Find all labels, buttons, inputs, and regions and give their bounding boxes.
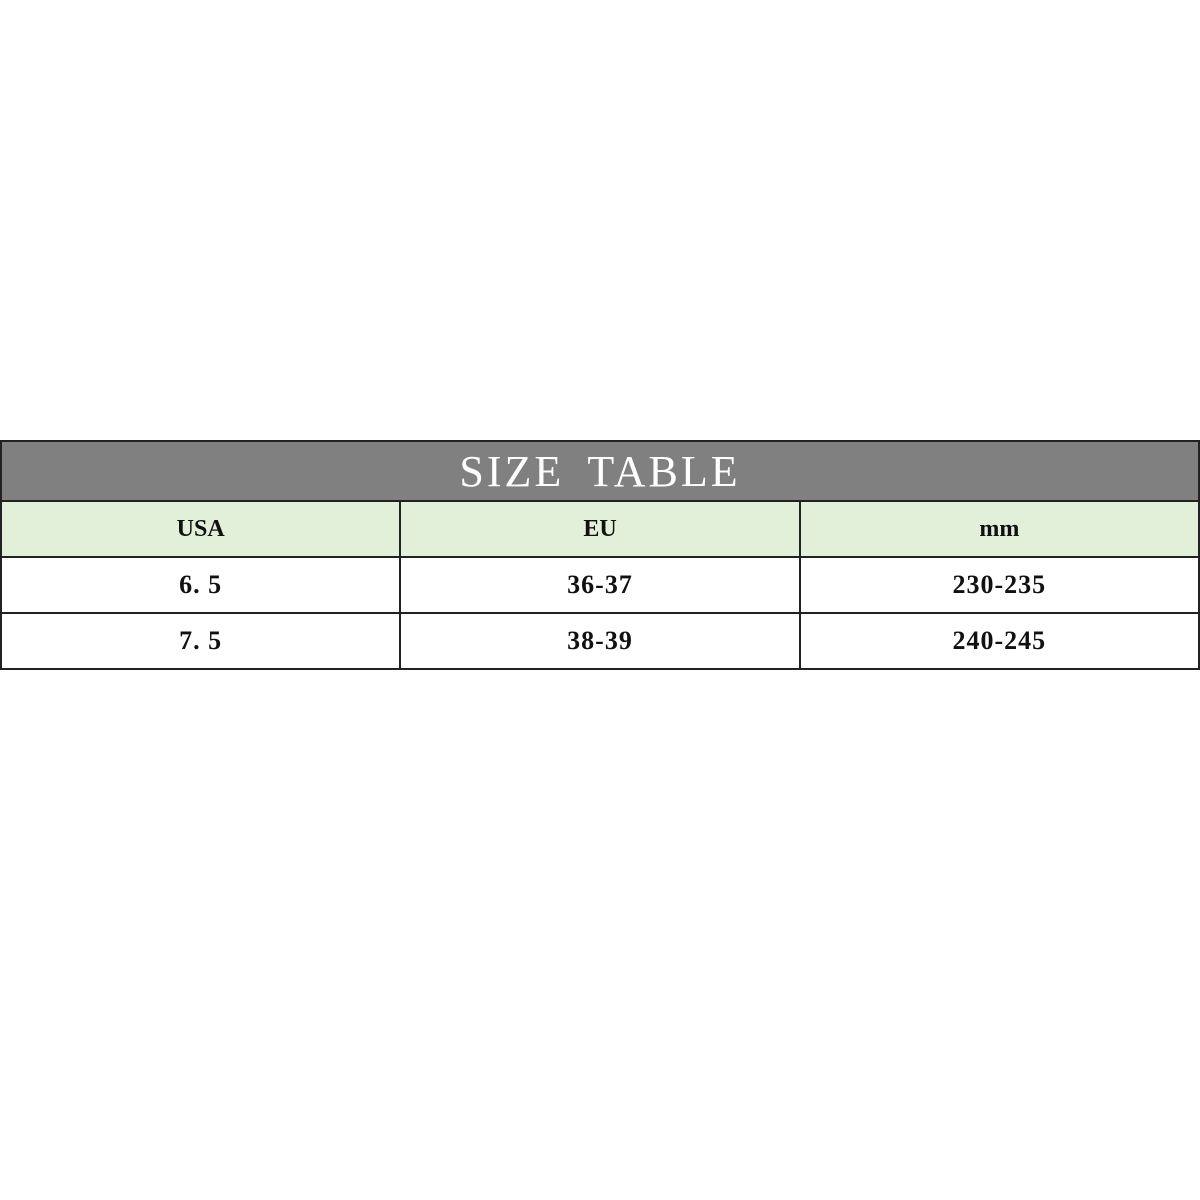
column-header-mm: mm [798,500,1200,558]
column-header-eu: EU [399,500,801,558]
cell-usa: 6. 5 [0,556,402,614]
header-row: USA EU mm [0,500,1200,558]
table-row: 7. 5 38-39 240-245 [0,612,1200,670]
column-header-usa: USA [0,500,402,558]
cell-mm: 230-235 [798,556,1200,614]
cell-eu: 38-39 [399,612,801,670]
size-table: SIZE TABLE USA EU mm 6. 5 36-37 230-235 … [0,440,1200,670]
cell-usa: 7. 5 [0,612,402,670]
cell-eu: 36-37 [399,556,801,614]
table-title: SIZE TABLE [0,440,1200,502]
table-row: 6. 5 36-37 230-235 [0,556,1200,614]
cell-mm: 240-245 [798,612,1200,670]
